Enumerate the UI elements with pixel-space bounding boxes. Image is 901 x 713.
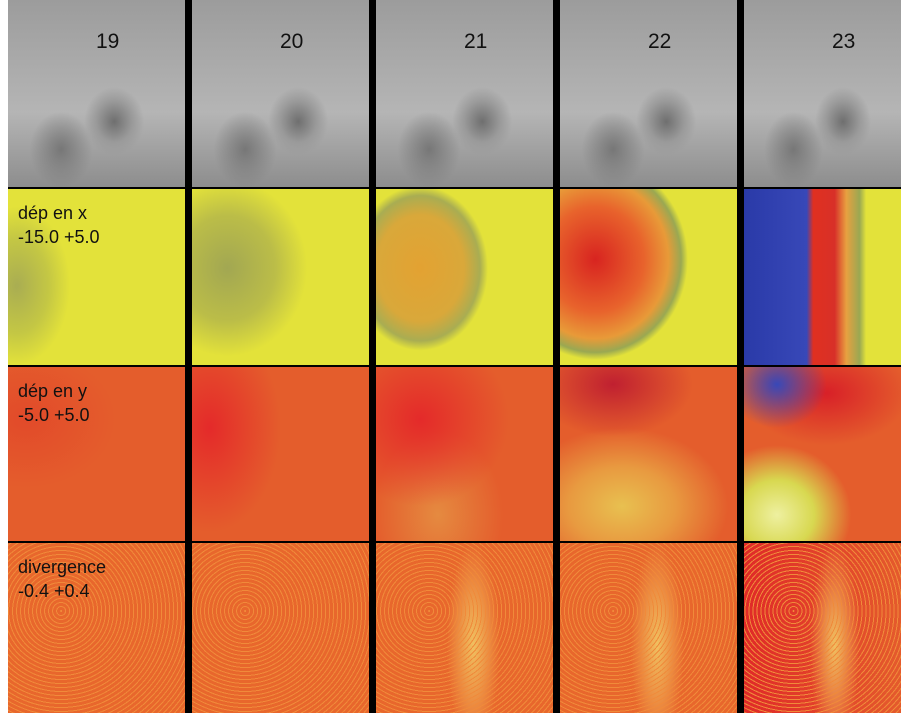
- field-panel: [560, 189, 737, 365]
- field-panel: dép en y -5.0 +5.0: [8, 367, 185, 541]
- image-panel: 22: [560, 0, 737, 187]
- field-panel: [744, 367, 901, 541]
- column-label: 19: [96, 30, 120, 53]
- field-panel: [560, 543, 737, 713]
- row-label: dép en x -15.0 +5.0: [18, 201, 100, 249]
- row-name: divergence: [18, 557, 107, 577]
- image-panel: 20: [192, 0, 369, 187]
- image-panel: 21: [376, 0, 553, 187]
- figure-grid: 19 20 21 22 23 dép en x -15.0 +5.0 dép en y -5.0…: [8, 0, 901, 713]
- field-panel: divergence -0.4 +0.4: [8, 543, 185, 713]
- row-name: dép en y: [18, 381, 88, 401]
- image-panel: 19: [8, 0, 185, 187]
- field-panel: [560, 367, 737, 541]
- row-range: -5.0 +5.0: [18, 405, 90, 425]
- field-panel: dép en x -15.0 +5.0: [8, 189, 185, 365]
- row-range: -0.4 +0.4: [18, 581, 90, 601]
- row-label: dép en y -5.0 +5.0: [18, 379, 90, 427]
- column-label: 22: [648, 30, 672, 53]
- column-label: 20: [280, 30, 304, 53]
- row-range: -15.0 +5.0: [18, 227, 100, 247]
- field-panel: [192, 367, 369, 541]
- row-name: dép en x: [18, 203, 88, 223]
- field-panel: [192, 189, 369, 365]
- column-label: 23: [832, 30, 856, 53]
- field-panel: [744, 543, 901, 713]
- field-panel: [744, 189, 901, 365]
- row-label: divergence -0.4 +0.4: [18, 555, 106, 603]
- field-panel: [376, 367, 553, 541]
- field-panel: [376, 189, 553, 365]
- image-panel: 23: [744, 0, 901, 187]
- field-panel: [192, 543, 369, 713]
- field-panel: [376, 543, 553, 713]
- column-label: 21: [464, 30, 488, 53]
